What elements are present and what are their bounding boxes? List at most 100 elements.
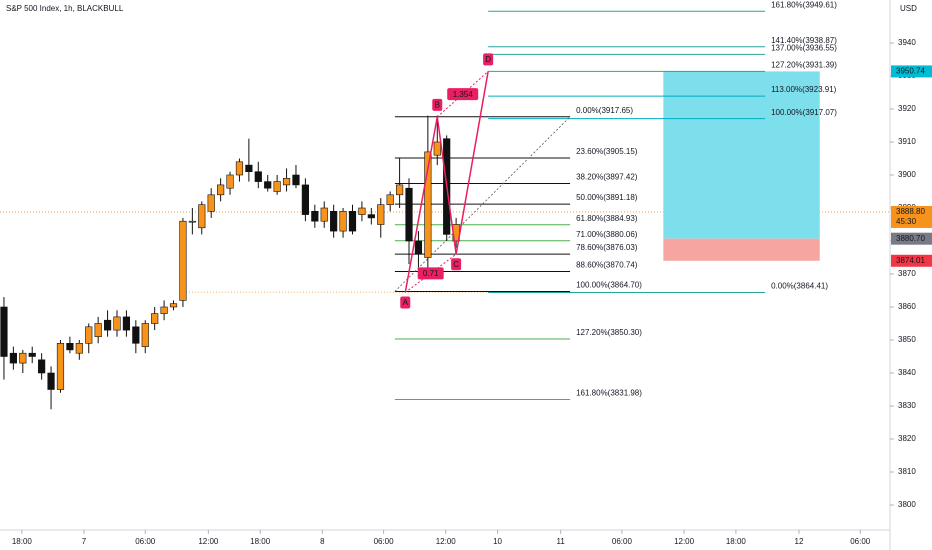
x-tick-label: 18:00 (726, 537, 747, 546)
candle-body (358, 207, 366, 215)
candle-body (292, 174, 300, 186)
candle-body (235, 161, 244, 176)
candle-body (103, 319, 112, 331)
fib-label: 127.20%(3850.30) (576, 328, 642, 337)
candle-body (367, 214, 375, 219)
candle-body (433, 141, 441, 156)
y-tick-label: 3820 (898, 434, 916, 443)
candle-body (38, 359, 46, 374)
candle-body (377, 204, 385, 225)
currency-label: USD (900, 4, 917, 13)
fib-label: 23.60%(3905.15) (576, 147, 638, 156)
pattern-ratio-line (404, 253, 457, 293)
candle-body (151, 313, 159, 324)
price-tag (891, 205, 932, 228)
y-tick-label: 3810 (898, 467, 916, 476)
candle-body (264, 181, 272, 189)
price-tag-label: 3888.80 (896, 207, 925, 216)
fib-label: 61.80%(3884.93) (576, 214, 638, 223)
candle-body (311, 211, 319, 222)
price-tag-label: 3874.01 (896, 256, 925, 265)
candle-body (94, 323, 102, 338)
candle-body (113, 316, 121, 331)
target-tag-label: 3950.74 (896, 67, 925, 76)
price-tag (891, 232, 932, 245)
y-tick-label: 3870 (898, 269, 916, 278)
candle-body (320, 207, 328, 222)
ratio-label: 0.71 (423, 269, 439, 278)
candle-body (226, 174, 234, 189)
y-tick-label: 3910 (898, 137, 916, 146)
x-tick-label: 06:00 (374, 537, 395, 546)
target-tag (891, 65, 932, 78)
candle-body (160, 306, 168, 314)
x-tick-label: 18:00 (250, 537, 271, 546)
fib-label: 100.00%(3917.07) (771, 108, 837, 117)
ratio-box (417, 267, 444, 280)
fib-label: 137.00%(3936.55) (771, 43, 837, 52)
candle-body (198, 204, 206, 229)
x-tick-label: 12 (795, 537, 804, 546)
x-tick-label: 12:00 (436, 537, 457, 546)
candle-body (348, 211, 357, 232)
candle-body (339, 211, 347, 232)
pattern-leg (404, 116, 439, 293)
candle-body (217, 184, 225, 196)
candle-body (28, 352, 36, 357)
candle-body (141, 323, 149, 347)
candle-body (132, 326, 140, 344)
profit-zone (663, 71, 820, 239)
pattern-point (432, 98, 443, 111)
y-tick-label: 3940 (898, 38, 916, 47)
fib-label: 0.00%(3864.41) (771, 282, 828, 291)
x-tick-label: 12:00 (674, 537, 695, 546)
price-tag-label: 3880.70 (896, 234, 925, 243)
candle-body (188, 220, 196, 223)
x-tick-label: 7 (82, 537, 87, 546)
pattern-point (483, 53, 494, 66)
y-tick-label: 3920 (898, 104, 916, 113)
candle-body (245, 164, 253, 172)
fib-label: 0.00%(3917.65) (576, 106, 633, 115)
ratio-box (447, 88, 479, 101)
fib-label: 88.60%(3870.74) (576, 261, 638, 270)
pattern-point-label: B (435, 101, 440, 110)
candle-body (122, 316, 131, 331)
fib-label: 38.20%(3897.42) (576, 173, 638, 182)
y-tick-label: 3900 (898, 170, 916, 179)
pattern-point-label: A (403, 298, 409, 307)
fib-label: 100.00%(3864.70) (576, 281, 642, 290)
loss-zone (663, 238, 820, 261)
pattern-ratio-line (436, 71, 489, 118)
candle-body (75, 343, 83, 354)
y-tick-label: 3800 (898, 500, 916, 509)
candle-body (56, 343, 65, 390)
price-tag-countdown: 45:30 (896, 217, 917, 226)
y-tick-label: 3850 (898, 335, 916, 344)
candle-body (66, 343, 74, 351)
candle-body (19, 352, 27, 364)
fib-trend (394, 116, 571, 292)
x-tick-label: 11 (557, 537, 566, 546)
price-tag (891, 254, 932, 267)
x-tick-label: 18:00 (12, 537, 33, 546)
candle-body (169, 303, 178, 308)
fib-label: 161.80%(3949.61) (771, 0, 837, 9)
candle-body (330, 211, 338, 232)
fib-label: 50.00%(3891.18) (576, 193, 638, 202)
candle-body (386, 194, 394, 206)
pattern-point (451, 258, 462, 271)
candle-body (254, 171, 262, 182)
candle-body (207, 194, 215, 212)
x-tick-label: 06:00 (612, 537, 633, 546)
candle-body (414, 240, 423, 255)
x-tick-label: 8 (320, 537, 325, 546)
candle-body (85, 326, 93, 344)
candle-body (282, 178, 291, 186)
fib-label: 78.60%(3876.03) (576, 243, 638, 252)
pattern-leg (436, 116, 457, 255)
x-tick-label: 06:00 (850, 537, 871, 546)
fib-label: 161.80%(3831.98) (576, 389, 642, 398)
candle-body (405, 187, 413, 242)
